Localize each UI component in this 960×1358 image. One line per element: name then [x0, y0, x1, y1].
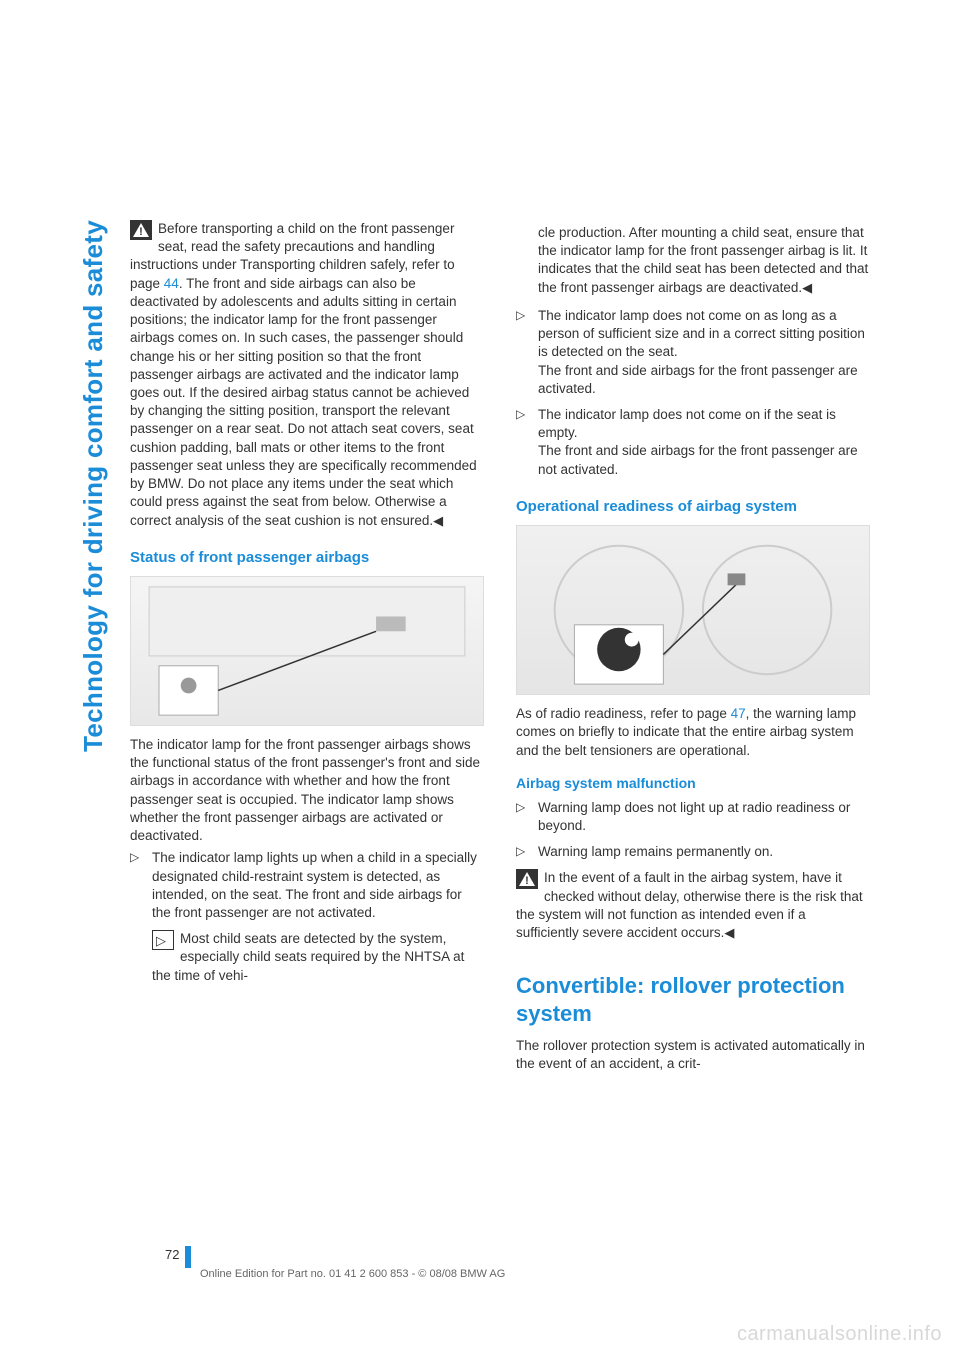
watermark: carmanualsonline.info	[737, 1323, 942, 1346]
malfunction-warning: ! In the event of a fault in the airbag …	[516, 869, 870, 942]
bullet-person-size: The indicator lamp does not come on as l…	[516, 307, 870, 398]
page-ref-47[interactable]: 47	[731, 706, 746, 721]
bullet2-text: The indicator lamp does not come on as l…	[538, 308, 865, 359]
page-number-bar	[185, 1246, 191, 1268]
malfunction-bullets: Warning lamp does not light up at radio …	[516, 799, 870, 862]
operational-para: As of radio readiness, refer to page 47,…	[516, 705, 870, 760]
footer-edition: Online Edition for Part no. 01 41 2 600 …	[200, 1268, 505, 1280]
right-bullets: The indicator lamp does not come on as l…	[516, 307, 870, 479]
mal-warning-text: In the event of a fault in the airbag sy…	[516, 870, 863, 940]
end-marker: ◀	[724, 925, 734, 940]
page-container: Technology for driving comfort and safet…	[0, 0, 960, 1358]
end-marker: ◀	[802, 280, 812, 295]
warning-icon: !	[516, 869, 538, 889]
op-para-a: As of radio readiness, refer to page	[516, 706, 731, 721]
heading-malfunction: Airbag system malfunction	[516, 774, 870, 793]
operational-figure	[516, 525, 870, 695]
bullet2-sub: The front and side airbags for the front…	[538, 363, 858, 396]
bullet-child-seat: The indicator lamp lights up when a chil…	[130, 849, 484, 922]
right-column: cle production. After mounting a child s…	[516, 220, 870, 1078]
section-title-vertical: Technology for driving comfort and safet…	[78, 220, 109, 752]
continuation-text: cle production. After mounting a child s…	[538, 225, 868, 295]
heading-operational: Operational readiness of airbag system	[516, 497, 870, 517]
rollover-para: The rollover protection system is activa…	[516, 1037, 870, 1073]
content-columns: ! Before transporting a child on the fro…	[130, 220, 870, 1078]
end-marker: ◀	[433, 513, 443, 528]
mal-bullet2: Warning lamp remains permanently on.	[516, 843, 870, 861]
warning-block: ! Before transporting a child on the fro…	[130, 220, 484, 530]
bullet3-sub: The front and side airbags for the front…	[538, 443, 858, 476]
svg-text:!: !	[525, 875, 529, 887]
status-figure	[130, 576, 484, 726]
status-bullets: The indicator lamp lights up when a chil…	[130, 849, 484, 922]
page-number: 72	[165, 1247, 179, 1262]
left-column: ! Before transporting a child on the fro…	[130, 220, 484, 1078]
bullet-empty-seat: The indicator lamp does not come on if t…	[516, 406, 870, 479]
warning-icon: !	[130, 220, 152, 240]
heading-status: Status of front passenger airbags	[130, 548, 484, 568]
note-text: Most child seats are detected by the sys…	[152, 931, 464, 982]
page-ref-44[interactable]: 44	[164, 276, 179, 291]
status-paragraph: The indicator lamp for the front passeng…	[130, 736, 484, 845]
main-paragraph: . The front and side airbags can also be…	[130, 276, 477, 528]
mal-bullet1: Warning lamp does not light up at radio …	[516, 799, 870, 835]
heading-rollover: Convertible: rollover protection system	[516, 972, 870, 1027]
bullet3-text: The indicator lamp does not come on if t…	[538, 407, 836, 440]
svg-text:!: !	[139, 226, 143, 238]
continuation-block: cle production. After mounting a child s…	[516, 224, 870, 297]
note-arrow-icon	[152, 930, 174, 950]
child-seat-note: Most child seats are detected by the sys…	[130, 930, 484, 985]
